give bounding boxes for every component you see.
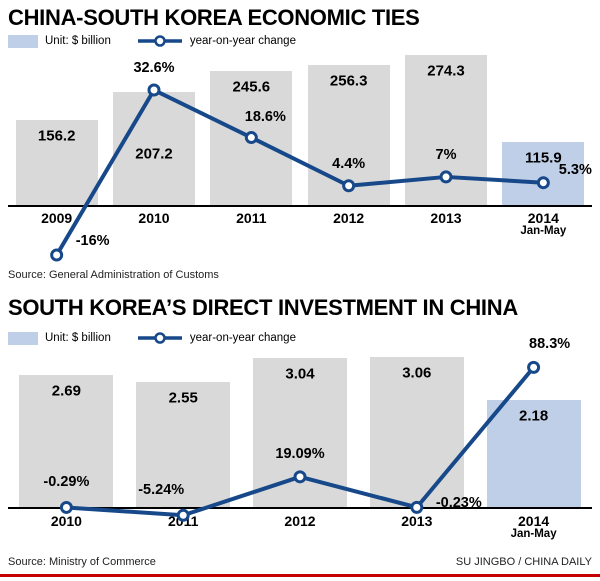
bar-value-label: 3.06	[402, 364, 432, 382]
bar-value-label: 2.55	[168, 389, 198, 407]
yoy-value-label: 18.6%	[244, 108, 286, 125]
bar-value-label: 207.2	[135, 145, 173, 163]
line-legend-icon	[137, 331, 183, 345]
yoy-marker	[50, 248, 64, 262]
category-label: 2013	[401, 513, 433, 529]
yoy-value-label: 4.4%	[332, 155, 366, 172]
bar-2014	[486, 400, 581, 507]
yoy-value-label: 7%	[435, 146, 457, 163]
yoy-marker	[410, 500, 424, 514]
bar-2010	[113, 91, 195, 205]
chart-1-plot: 156.2 207.2 245.6 256.3 274.3 115.9 2009 2010 20…	[0, 50, 600, 265]
yoy-value-label: -0.29%	[43, 474, 90, 491]
yoy-value-label: 19.09%	[275, 445, 325, 462]
bar-value-label: 245.6	[232, 78, 271, 96]
bar-2009	[15, 119, 98, 205]
bar-2014	[502, 141, 585, 205]
yoy-marker	[536, 176, 550, 190]
category-label: 2010	[138, 210, 170, 226]
chart-2-title: SOUTH KOREA’S DIRECT INVESTMENT IN CHINA	[8, 295, 518, 320]
bar-value-label: 2.18	[518, 407, 549, 425]
yoy-value-label: 5.3%	[558, 161, 592, 178]
category-sublabel: Jan-May	[510, 528, 557, 540]
yoy-marker	[176, 508, 190, 522]
x-axis	[8, 507, 592, 509]
yoy-marker	[147, 83, 161, 97]
chart-1-source: Source: General Administration of Custom…	[8, 269, 219, 281]
x-axis	[8, 205, 592, 207]
category-label: 2011	[236, 210, 267, 226]
bar-value-label: 256.3	[329, 72, 368, 90]
category-label: 2014	[527, 210, 559, 226]
chart-2-source: Source: Ministry of Commerce	[8, 556, 156, 568]
yoy-value-label: -16%	[75, 233, 110, 250]
yoy-marker	[439, 170, 453, 184]
yoy-value-label: 88.3%	[529, 336, 571, 353]
yoy-line-path	[66, 366, 536, 518]
unit-label: Unit: $ billion	[45, 332, 111, 344]
yoy-line	[59, 360, 541, 522]
bar-legend-swatch	[8, 331, 38, 345]
yoy-value-label: -5.24%	[138, 482, 185, 499]
category-sublabel: Jan-May	[520, 225, 567, 237]
line-label: year-on-year change	[189, 35, 296, 47]
unit-label: Unit: $ billion	[45, 35, 111, 47]
credit: SU JINGBO / CHINA DAILY	[455, 556, 592, 568]
category-label: 2013	[430, 210, 462, 226]
bar-2011	[136, 382, 231, 507]
category-label: 2010	[50, 513, 82, 529]
bar-value-label: 156.2	[37, 127, 76, 145]
footer-row: Source: Ministry of Commerce SU JINGBO /…	[8, 556, 592, 568]
yoy-line-path	[54, 88, 544, 257]
line-label: year-on-year change	[189, 332, 296, 344]
chart-1-legend: Unit: $ billion year-on-year change	[8, 33, 296, 49]
line-legend-icon	[137, 34, 183, 48]
chart-1-title: CHINA-SOUTH KOREA ECONOMIC TIES	[8, 5, 420, 30]
category-label: 2012	[333, 210, 365, 226]
bar-value-label: 274.3	[427, 62, 465, 80]
yoy-value-label: 32.6%	[133, 60, 175, 77]
yoy-marker	[59, 500, 73, 514]
bottom-red-rule	[0, 574, 600, 577]
bar-value-label: 3.04	[285, 365, 315, 383]
category-label: 2012	[284, 513, 316, 529]
yoy-line	[50, 83, 550, 262]
chart-2-plot: 2.692.553.043.062.1820102011201220132014…	[0, 336, 600, 540]
bar-legend-swatch	[8, 34, 38, 48]
category-label: 2014	[518, 513, 550, 529]
bar-2013	[369, 357, 464, 507]
yoy-value-label: -0.23%	[435, 495, 482, 512]
bar-value-label: 2.69	[51, 382, 81, 400]
bar-value-label: 115.9	[524, 149, 562, 167]
yoy-marker	[244, 131, 258, 145]
category-label: 2009	[41, 210, 73, 226]
yoy-marker	[293, 470, 307, 484]
yoy-marker	[527, 360, 541, 374]
bar-2010	[19, 375, 114, 507]
chart-2-legend: Unit: $ billion year-on-year change	[8, 330, 296, 346]
yoy-marker	[342, 179, 356, 193]
